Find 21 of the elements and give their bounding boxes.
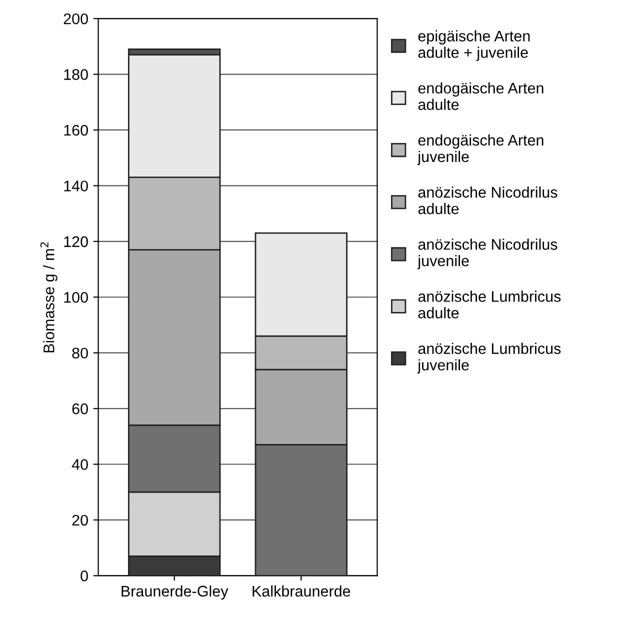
y-axis-title: Biomasse g / m$^{2}$ — [40, 242, 58, 352]
legend-label: anözische Nicodrilus juvenile — [417, 238, 558, 270]
legend-label: endogäische Arten juvenile — [417, 134, 544, 166]
x-tick-label: Braunerde-Gley — [122, 585, 228, 600]
y-tick-label: 80 — [72, 348, 88, 359]
legend-label: anözische Nicodrilus adulte — [418, 186, 558, 214]
y-tick-label: 160 — [64, 124, 88, 136]
y-tick-label: 60 — [72, 403, 88, 414]
legend-label: endogäische Arten adulte — [418, 82, 544, 110]
x-tick-label: Kalkbraunerde — [252, 585, 350, 597]
y-tick-label: 200 — [64, 13, 88, 24]
y-tick-label: 40 — [72, 459, 88, 470]
legend-label: anözische Lumbricus adulte — [418, 290, 561, 318]
y-tick-label: 0 — [80, 570, 88, 582]
y-tick-label: 140 — [64, 180, 88, 192]
legend-label: anözische Lumbricus juvenile — [417, 342, 561, 374]
y-tick-label: 120 — [64, 236, 88, 248]
legend-label: epigäische Arten adulte + juvenile — [418, 30, 530, 61]
y-tick-label: 180 — [64, 69, 88, 80]
y-tick-label: 100 — [64, 292, 88, 303]
y-tick-label: 20 — [72, 514, 88, 526]
